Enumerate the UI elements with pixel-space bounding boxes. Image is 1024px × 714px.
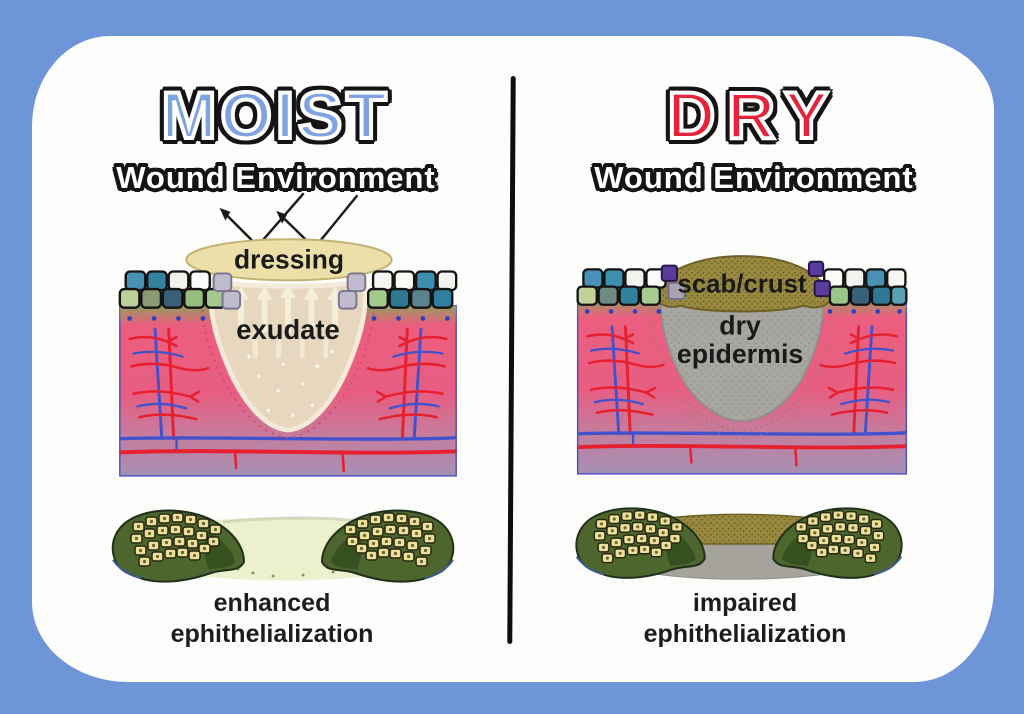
moist-title: MOIST bbox=[160, 78, 391, 152]
dressing-pad bbox=[185, 238, 393, 282]
exudate-specks bbox=[247, 350, 334, 417]
dry-title-block: DRY Wound Environment bbox=[548, 78, 960, 195]
dry-caption-line1: impaired bbox=[692, 589, 798, 617]
membrane-anchors bbox=[584, 309, 902, 314]
wound-edge-cells bbox=[660, 260, 831, 300]
dry-subtitle: Wound Environment bbox=[594, 160, 914, 195]
dry-label-line2: epidermis bbox=[677, 339, 803, 369]
epidermis-cells bbox=[576, 268, 908, 306]
moist-subtitle: Wound Environment bbox=[116, 160, 436, 195]
moist-caption: enhanced ephithelialization bbox=[96, 588, 448, 651]
dry-label-line1: dry bbox=[719, 310, 761, 340]
moist-wound-diagram: dressing exudate bbox=[118, 192, 458, 477]
wound-margin-dashed bbox=[201, 287, 375, 439]
moist-caption-line1: enhanced bbox=[213, 589, 331, 617]
dry-epidermis-texture bbox=[660, 292, 824, 422]
dry-wound-diagram: scab/crust dry epidermis bbox=[576, 255, 908, 475]
epidermis-cells bbox=[118, 270, 458, 309]
dry-caption-line2: ephithelialization bbox=[643, 620, 847, 649]
exudate-label: exudate bbox=[236, 314, 339, 345]
dry-title: DRY bbox=[666, 78, 841, 152]
moist-title-block: MOIST Wound Environment bbox=[70, 78, 482, 195]
migrating-cells bbox=[212, 272, 367, 310]
scab-label: scab/crust bbox=[677, 270, 806, 298]
moist-caption-line2: ephithelialization bbox=[170, 620, 374, 649]
dressing-label: dressing bbox=[234, 245, 344, 275]
membrane-anchors bbox=[127, 316, 450, 321]
dry-epithelialization-illustration bbox=[560, 498, 918, 580]
exudate-pool bbox=[208, 276, 368, 433]
dry-caption: impaired ephithelialization bbox=[569, 588, 921, 651]
moist-epithelialization-illustration bbox=[103, 500, 463, 592]
scab-texture bbox=[652, 256, 832, 312]
